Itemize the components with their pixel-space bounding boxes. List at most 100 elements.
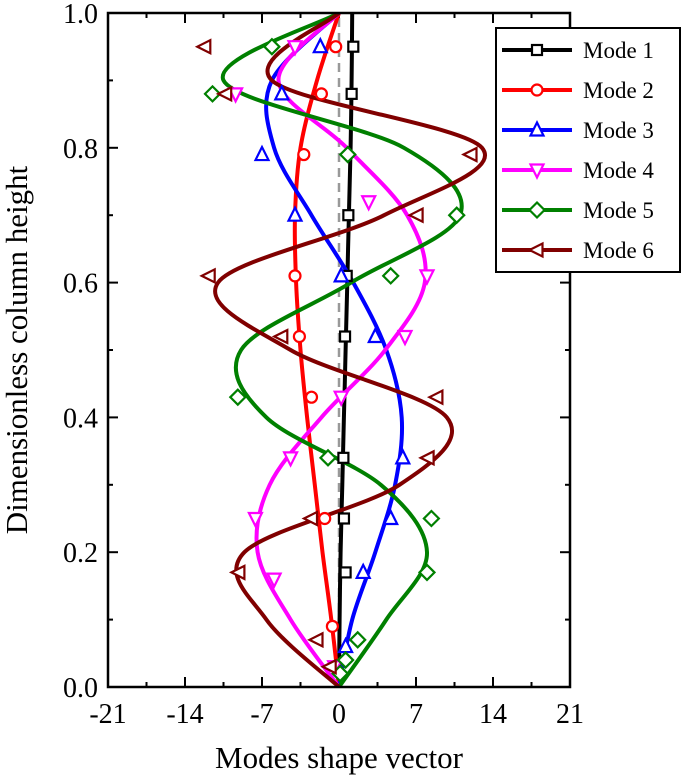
data-point: [273, 83, 291, 101]
data-point: [307, 631, 324, 649]
legend-label: Mode 1: [583, 38, 654, 63]
series-mode-6: [213, 13, 487, 687]
legend-label: Mode 4: [583, 158, 654, 183]
data-point: [447, 206, 466, 225]
legend-marker: [528, 120, 546, 137]
data-point: [282, 451, 299, 468]
data-point: [297, 147, 311, 162]
data-point: [304, 390, 319, 404]
legend-marker: [527, 241, 544, 259]
data-point: [301, 510, 319, 527]
data-point: [382, 508, 399, 526]
data-point: [271, 328, 289, 345]
legend-label: Mode 2: [583, 78, 654, 103]
legend-marker: [530, 43, 544, 57]
x-tick-label: 14: [479, 699, 507, 730]
x-tick-label: -7: [250, 699, 273, 730]
series-mode-4: [254, 13, 428, 687]
x-tick-label: 0: [332, 699, 346, 730]
data-point: [407, 206, 424, 224]
legend-item: Mode 2: [502, 78, 654, 103]
data-point: [336, 650, 355, 670]
y-tick-label: 0.2: [63, 538, 98, 569]
data-point: [215, 85, 233, 103]
data-point: [199, 267, 216, 285]
data-point: [265, 572, 283, 590]
data-point: [332, 390, 350, 408]
data-point: [418, 269, 436, 286]
data-point: [228, 564, 246, 581]
data-point: [422, 509, 441, 528]
x-tick-label: 7: [409, 699, 423, 730]
legend-marker: [528, 163, 546, 180]
series-line: [254, 13, 428, 687]
data-point: [338, 145, 357, 164]
marker-layer: [194, 36, 478, 683]
legend-label: Mode 6: [583, 238, 654, 263]
y-tick-label: 0.8: [63, 134, 98, 165]
legend-item: Mode 5: [502, 198, 654, 223]
data-point: [417, 563, 437, 582]
data-point: [337, 451, 350, 464]
data-point: [286, 40, 304, 57]
legend-item: Mode 1: [502, 38, 654, 63]
data-point: [339, 566, 352, 579]
data-point: [426, 388, 444, 406]
legend-label: Mode 3: [583, 118, 654, 143]
data-point: [337, 512, 351, 525]
data-point: [342, 209, 355, 222]
data-point: [345, 87, 358, 100]
data-point: [286, 205, 304, 222]
data-point: [203, 84, 222, 103]
y-tick-label: 0.0: [63, 673, 98, 704]
data-point: [253, 144, 271, 162]
data-point: [318, 511, 332, 526]
legend: Mode 1 Mode 2 Mode 3 Mode 4 Mode 5 Mode 6: [495, 27, 681, 273]
data-point: [396, 329, 414, 347]
data-point: [347, 40, 360, 53]
data-point: [312, 36, 329, 54]
data-point: [338, 330, 352, 343]
data-point: [262, 37, 281, 56]
legend-label: Mode 5: [583, 198, 654, 223]
plot-frame: [106, 11, 572, 689]
legend-marker: [527, 200, 547, 220]
series-line: [213, 13, 487, 687]
data-point: [354, 562, 372, 580]
series-layer: [213, 13, 487, 687]
data-point: [318, 448, 338, 467]
y-tick-label: 0.4: [63, 403, 98, 434]
data-point: [360, 195, 377, 212]
data-point: [381, 266, 400, 285]
legend-item: Mode 6: [502, 238, 654, 263]
x-tick-label: 21: [556, 699, 584, 730]
series-mode-2: [292, 13, 341, 687]
data-point: [314, 87, 328, 101]
legend-item: Mode 3: [502, 118, 654, 143]
data-point: [227, 87, 244, 104]
x-tick-label: -21: [89, 699, 126, 730]
legend-box: [495, 27, 681, 273]
x-tick-label: -14: [166, 699, 203, 730]
data-point: [332, 265, 350, 283]
legend-item: Mode 4: [502, 158, 654, 183]
data-point: [329, 40, 343, 54]
legend-marker: [530, 83, 544, 97]
data-point: [367, 326, 384, 344]
data-point: [348, 630, 367, 649]
series-mode-5: [221, 13, 464, 687]
data-point: [247, 511, 264, 529]
y-tick-label: 0.6: [63, 269, 98, 300]
series-line: [221, 13, 464, 687]
y-axis-title: Dimensionless column height: [0, 165, 34, 534]
x-axis-title: Modes shape vector: [215, 740, 464, 775]
series-line: [292, 13, 341, 687]
data-point: [461, 146, 478, 163]
data-point: [292, 329, 306, 344]
data-point: [288, 269, 302, 283]
data-point: [418, 449, 435, 467]
data-point: [194, 38, 212, 55]
y-tick-label: 1.0: [63, 0, 98, 30]
data-point: [325, 619, 339, 633]
